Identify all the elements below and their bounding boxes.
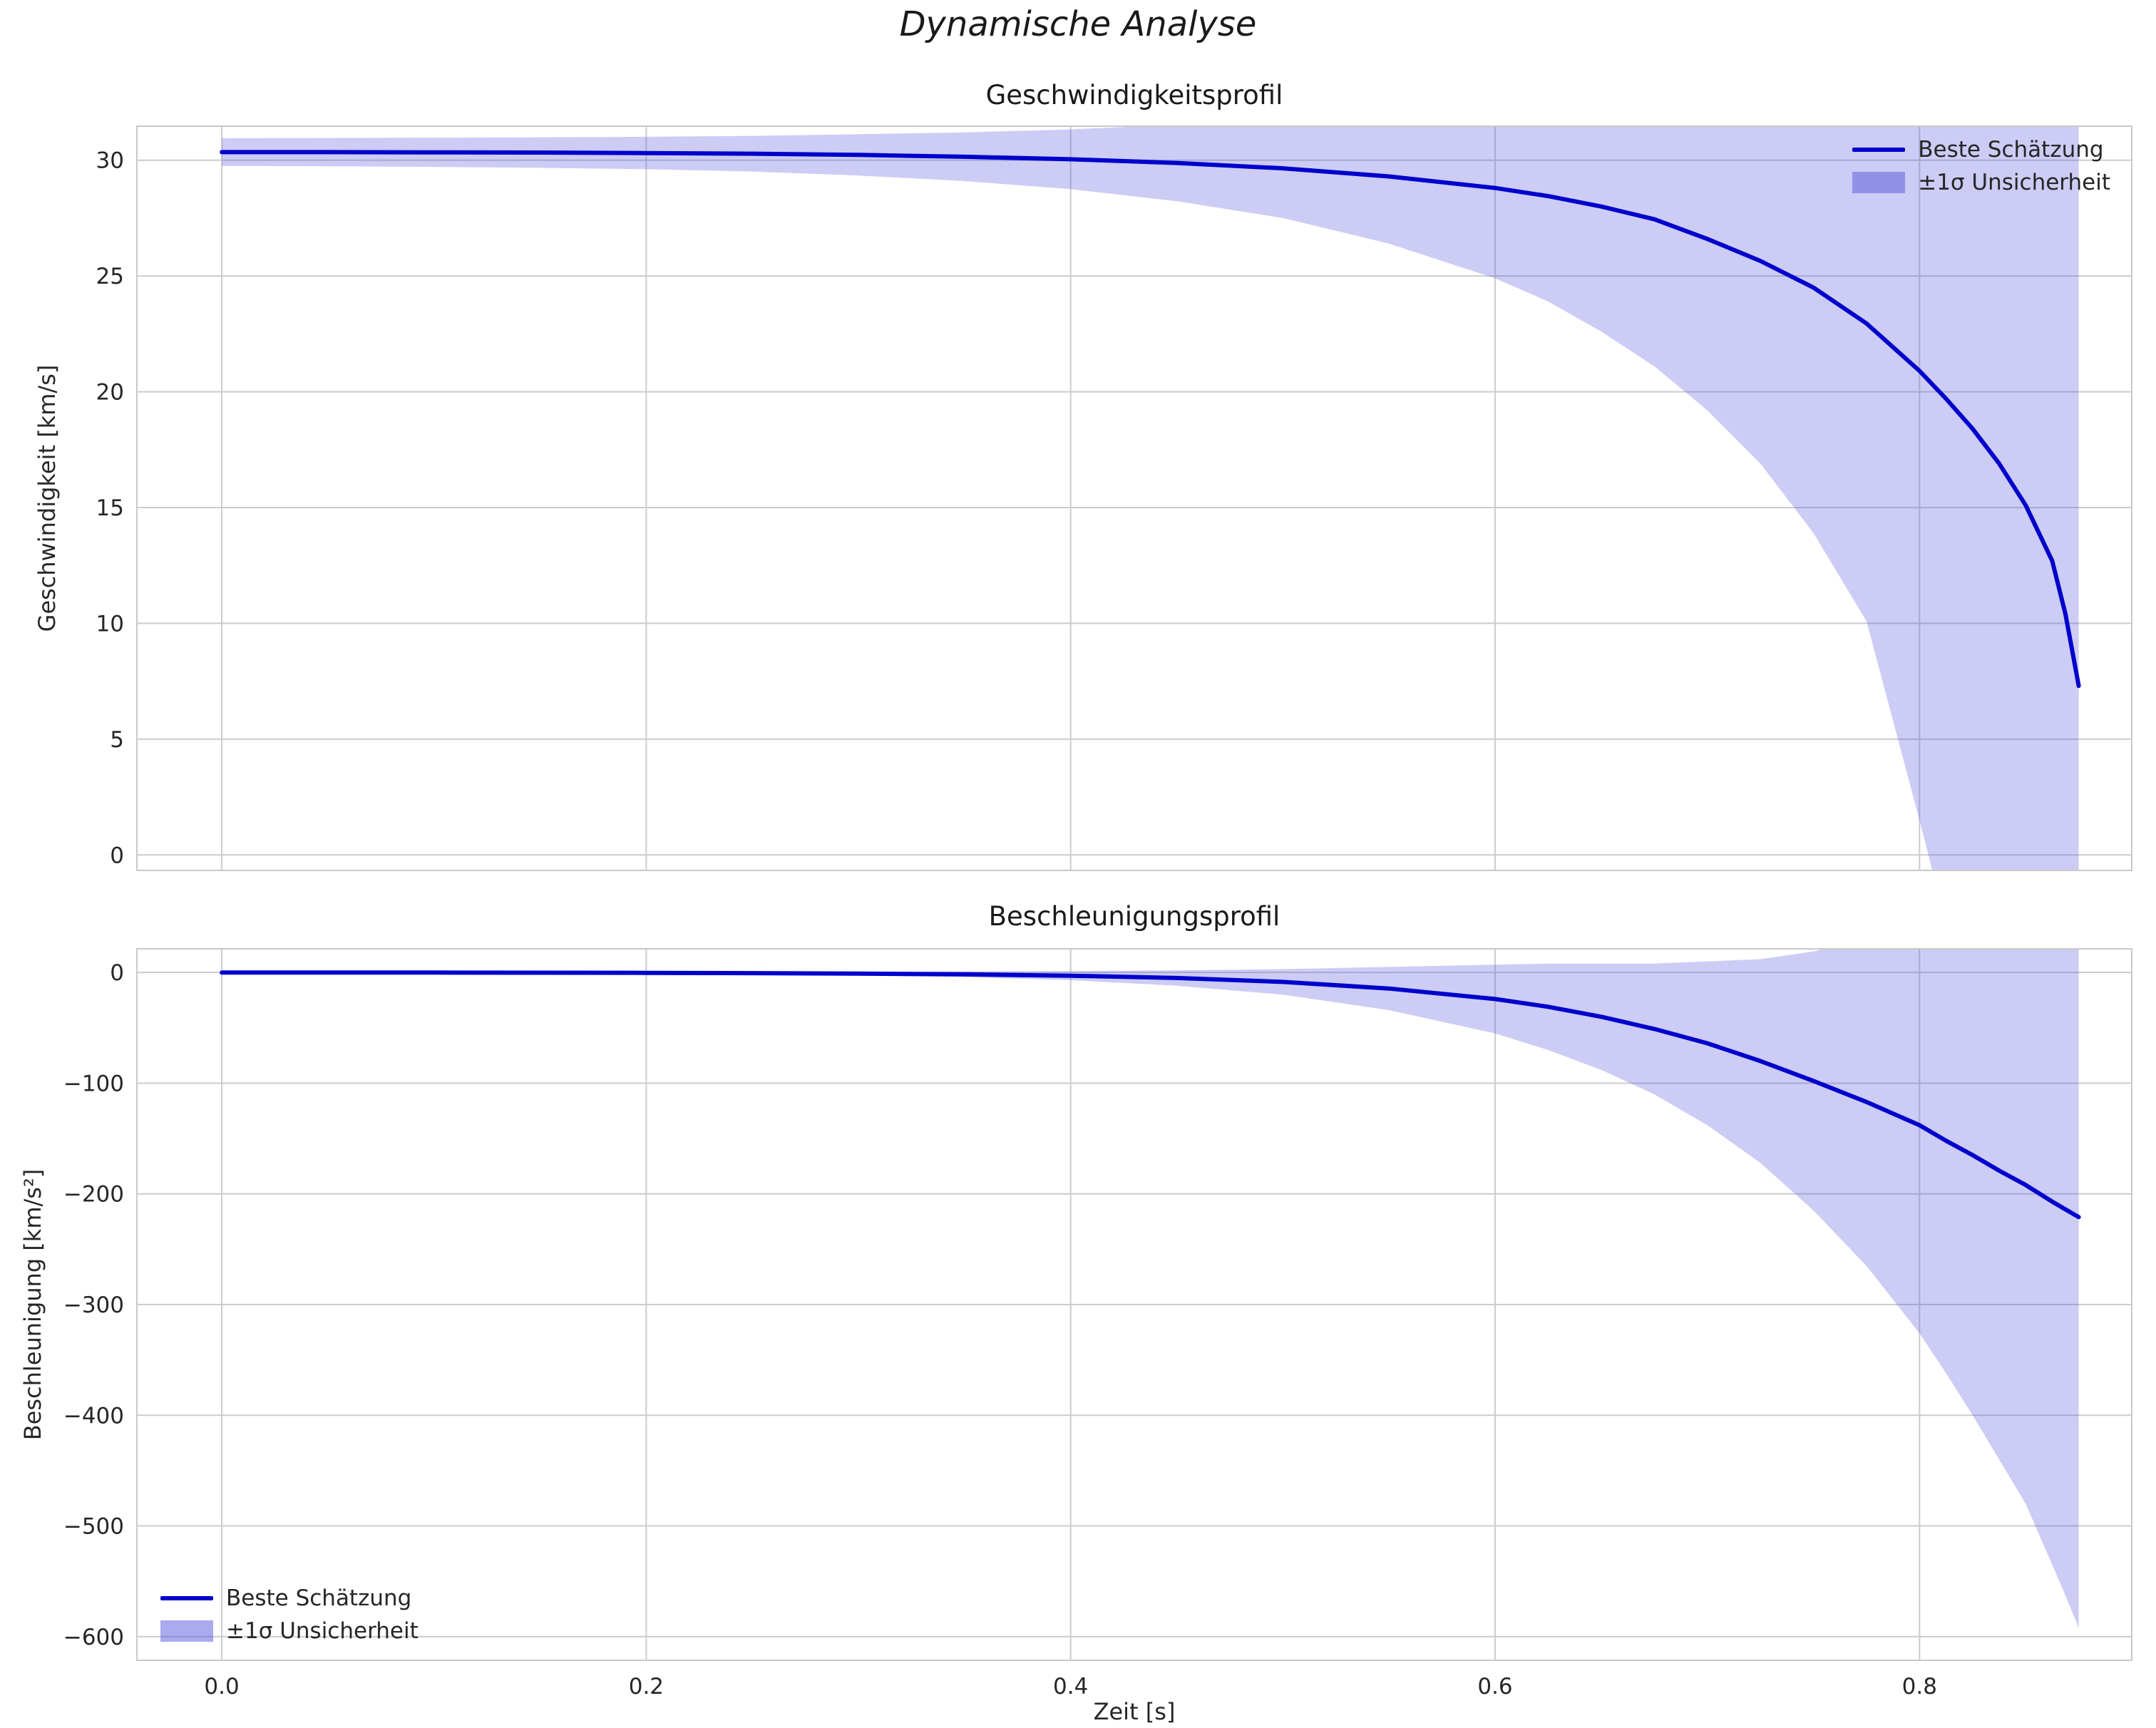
- y-tick-label: 15: [96, 495, 124, 521]
- y-tick-label: 10: [96, 611, 124, 637]
- best-estimate-line: [220, 150, 2081, 689]
- best-estimate-line-swatch: [160, 1596, 213, 1600]
- y-tick-label: 30: [96, 148, 124, 174]
- acceleration-legend: Beste Schätzung ±1σ Unsicherheit: [160, 1585, 419, 1644]
- y-tick-label: −100: [63, 1071, 124, 1096]
- x-tick-label: 0.8: [1902, 1674, 1937, 1699]
- acceleration-y-axis-label: Beschleunigung [km/s²]: [19, 1168, 46, 1441]
- legend-item-uncertainty: ±1σ Unsicherheit: [160, 1618, 419, 1644]
- velocity-plot-canvas: 0 5 10 15 20 25 30: [0, 125, 2156, 874]
- uncertainty-band: [222, 125, 2079, 871]
- y-tick-label: 25: [96, 264, 124, 289]
- legend-label: Beste Schätzung: [1918, 137, 2104, 163]
- x-tick-label: 0.4: [1053, 1674, 1088, 1699]
- y-tick-label: −500: [63, 1514, 124, 1540]
- velocity-y-axis-label: Geschwindigkeit [km/s]: [34, 364, 61, 632]
- uncertainty-band-swatch: [160, 1620, 213, 1642]
- velocity-plot: 0 5 10 15 20 25 30 Beste Schätzung ±1σ Unsiche…: [0, 125, 2156, 871]
- y-tick-label: −600: [63, 1625, 124, 1650]
- x-tick-label: 0.2: [629, 1674, 664, 1699]
- y-tick-label: −400: [63, 1403, 124, 1429]
- legend-label: ±1σ Unsicherheit: [1918, 170, 2110, 195]
- legend-item-uncertainty: ±1σ Unsicherheit: [1852, 170, 2110, 195]
- axes-frame: [136, 125, 2132, 871]
- y-tick-label: −200: [63, 1182, 124, 1208]
- axes-frame: [136, 948, 2132, 1661]
- velocity-plot-title: Geschwindigkeitsprofil: [985, 80, 1283, 110]
- acceleration-plot-title: Beschleunigungsprofil: [988, 901, 1280, 932]
- legend-item-best-estimate: Beste Schätzung: [1852, 137, 2110, 163]
- velocity-legend: Beste Schätzung ±1σ Unsicherheit: [1852, 137, 2110, 195]
- figure-suptitle: Dynamische Analyse: [899, 4, 1257, 44]
- y-tick-label: 20: [96, 380, 124, 406]
- y-tick-label: −300: [63, 1292, 124, 1318]
- legend-label: Beste Schätzung: [226, 1585, 412, 1611]
- x-axis-label: Zeit [s]: [1093, 1698, 1176, 1725]
- acceleration-plot: 0 −100 −200 −300 −400 −500 −600 0.0 0.2 0.4 0.6 0.8…: [0, 948, 2156, 1704]
- uncertainty-band: [222, 948, 2079, 1628]
- legend-label: ±1σ Unsicherheit: [226, 1618, 419, 1644]
- acceleration-plot-canvas: 0 −100 −200 −300 −400 −500 −600 0.0 0.2 0.4 0.6 0.8: [0, 948, 2156, 1704]
- best-estimate-line-swatch: [1852, 148, 1906, 152]
- x-tick-label: 0.6: [1477, 1674, 1512, 1699]
- best-estimate-line: [220, 970, 2081, 1220]
- y-tick-label: 0: [110, 843, 124, 868]
- y-tick-label: 0: [110, 960, 124, 986]
- y-tick-label: 5: [110, 727, 124, 753]
- x-tick-label: 0.0: [204, 1674, 239, 1699]
- uncertainty-band-swatch: [1852, 172, 1906, 193]
- legend-item-best-estimate: Beste Schätzung: [160, 1585, 419, 1611]
